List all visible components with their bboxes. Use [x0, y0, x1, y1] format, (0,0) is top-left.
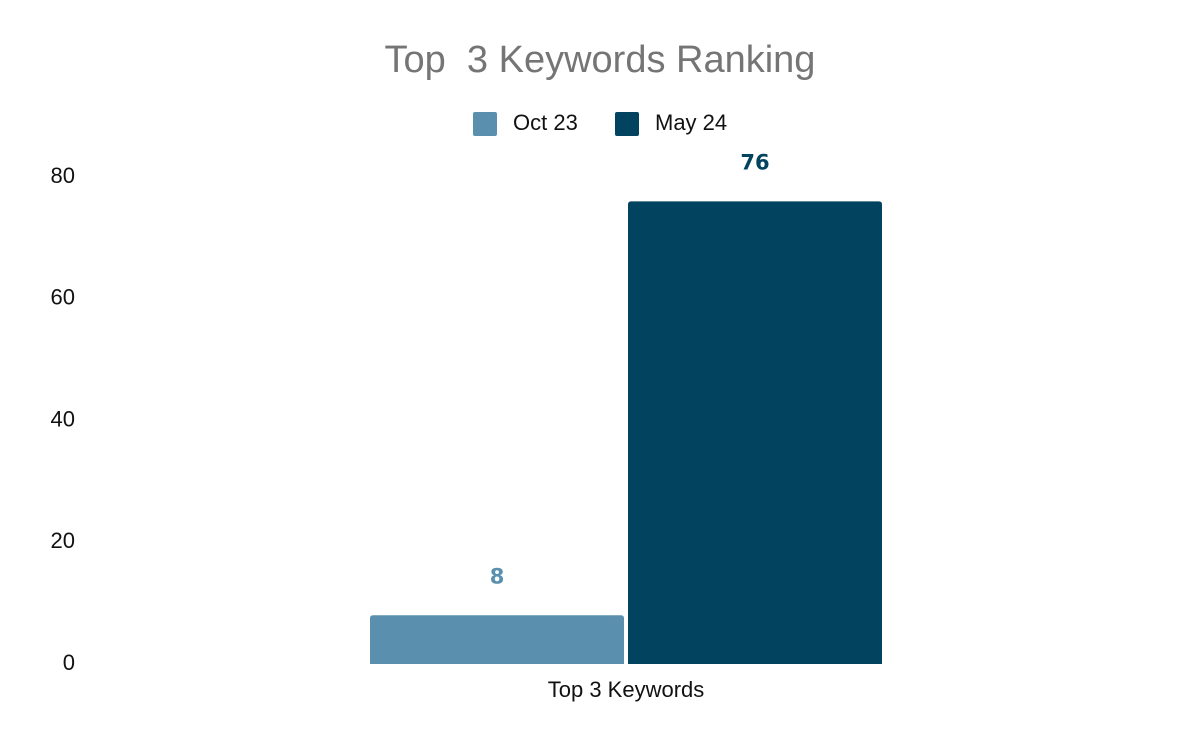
- y-tick-label: 80: [51, 163, 75, 188]
- y-tick-label: 20: [51, 528, 75, 553]
- x-tick-label: Top 3 Keywords: [548, 677, 705, 702]
- legend-swatch: [615, 112, 639, 136]
- data-label: 76: [740, 150, 769, 174]
- legend-label: Oct 23: [513, 110, 578, 135]
- chart-title: Top 3 Keywords Ranking: [385, 39, 816, 81]
- y-tick-label: 0: [63, 650, 75, 675]
- legend-swatch: [473, 112, 497, 136]
- bar: [628, 201, 882, 664]
- bar: [370, 615, 624, 664]
- y-tick-label: 60: [51, 285, 75, 310]
- y-tick-label: 40: [51, 406, 75, 431]
- data-label: 8: [490, 564, 505, 588]
- legend-label: May 24: [655, 110, 727, 135]
